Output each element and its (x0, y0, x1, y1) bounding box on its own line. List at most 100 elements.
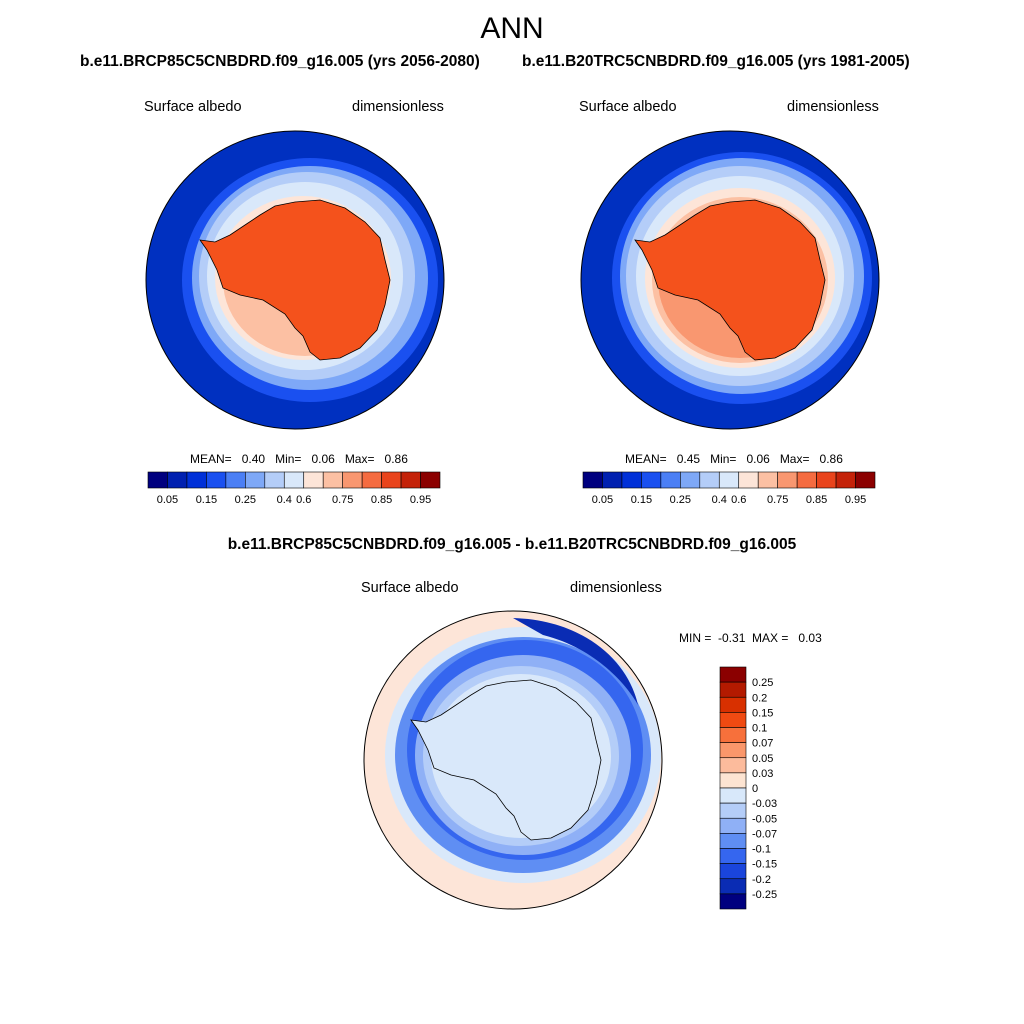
antarctica-shape-diff (410, 679, 602, 841)
colorbar-tick-label: 0.15 (196, 494, 217, 506)
mean-value: 0.45 (676, 452, 701, 466)
colorbar-swatch (719, 878, 747, 895)
colorbar-swatch (641, 471, 662, 489)
colorbar-tick-label: 0 (752, 783, 758, 795)
colorbar-swatch (342, 471, 363, 489)
colorbar-tick-label: 0.07 (752, 738, 773, 750)
panel-diff-map (363, 610, 663, 910)
colorbar-swatch (602, 471, 623, 489)
panel-diff-title: b.e11.BRCP85C5CNBDRD.f09_g16.005 - b.e11… (227, 536, 797, 553)
max-value: 0.03 (798, 631, 822, 645)
panel-left-title: b.e11.BRCP85C5CNBDRD.f09_g16.005 (yrs 20… (80, 53, 480, 70)
colorbar-tick-label: -0.03 (752, 798, 777, 810)
colorbar-swatch (719, 757, 747, 774)
colorbar-swatch (400, 471, 421, 489)
colorbar-swatch (719, 666, 747, 683)
max-label: MAX = (752, 631, 789, 645)
colorbar-swatch (757, 471, 778, 489)
colorbar-swatch (855, 471, 876, 489)
colorbar-tick-label: 0.05 (157, 494, 178, 506)
min-value: 0.06 (746, 452, 770, 466)
colorbar-left: 0.05 0.15 0.25 0.4 0.6 0.75 0.85 0.95 (147, 471, 441, 506)
colorbar-tick-label: 0.75 (332, 494, 353, 506)
panel-left-units: dimensionless (352, 99, 444, 115)
colorbar-swatch (361, 471, 382, 489)
panel-left-stats: MEAN= 0.40 Min= 0.06 Max= 0.86 (190, 452, 408, 466)
colorbar-swatch (719, 802, 747, 819)
mean-label: MEAN= (625, 452, 667, 466)
colorbar-swatch (719, 787, 747, 804)
colorbar-swatch (816, 471, 837, 489)
colorbar-tick-label: 0.4 (277, 494, 292, 506)
colorbar-swatch (381, 471, 402, 489)
panel-diff-variable: Surface albedo (361, 580, 459, 596)
panel-right-variable: Surface albedo (579, 99, 677, 115)
colorbar-tick-label: 0.25 (670, 494, 691, 506)
colorbar-swatch (303, 471, 324, 489)
colorbar-swatch (322, 471, 343, 489)
min-value: 0.06 (311, 452, 335, 466)
colorbar-swatch (796, 471, 817, 489)
colorbar-swatch (264, 471, 285, 489)
colorbar-swatch (186, 471, 207, 489)
colorbar-tick-label: 0.6 (731, 494, 746, 506)
colorbar-swatch (621, 471, 642, 489)
colorbar-tick-label: -0.05 (752, 813, 777, 825)
colorbar-swatch (719, 696, 747, 713)
max-value: 0.86 (384, 452, 408, 466)
colorbar-tick-label: 0.05 (752, 753, 773, 765)
colorbar-tick-label: -0.1 (752, 844, 771, 856)
colorbar-swatch (719, 848, 747, 864)
panel-right-stats: MEAN= 0.45 Min= 0.06 Max= 0.86 (625, 452, 843, 466)
panel-diff-units: dimensionless (570, 580, 662, 596)
colorbar-swatch (245, 471, 266, 489)
colorbar-swatch (719, 772, 747, 789)
colorbar-swatch (699, 471, 720, 489)
min-label: Min= (710, 452, 737, 466)
colorbar-swatch (718, 471, 740, 489)
colorbar-tick-label: 0.85 (806, 494, 827, 506)
colorbar-tick-label: 0.75 (767, 494, 788, 506)
colorbar-swatch (719, 727, 747, 743)
colorbar-tick-label: -0.25 (752, 889, 777, 901)
colorbar-tick-label: 0.05 (592, 494, 613, 506)
colorbar-tick-label: 0.85 (371, 494, 392, 506)
colorbar-tick-label: 0.4 (712, 494, 727, 506)
panel-right-map (580, 130, 880, 430)
panel-left-variable: Surface albedo (144, 99, 242, 115)
max-value: 0.86 (819, 452, 843, 466)
colorbar-swatch (283, 471, 305, 489)
colorbar-swatch (582, 471, 603, 489)
panel-diff-minmax: MIN = -0.31 MAX = 0.03 (679, 631, 822, 645)
colorbar-tick-label: 0.25 (752, 677, 773, 689)
panel-right-title: b.e11.B20TRC5CNBDRD.f09_g16.005 (yrs 198… (522, 53, 910, 70)
colorbar-tick-label: 0.1 (752, 723, 767, 735)
mean-value: 0.40 (241, 452, 266, 466)
colorbar-swatch (719, 681, 747, 698)
colorbar-tick-label: 0.95 (845, 494, 866, 506)
colorbar-tick-label: 0.15 (752, 707, 773, 719)
colorbar-swatch (738, 471, 759, 489)
colorbar-right: 0.05 0.15 0.25 0.4 0.6 0.75 0.85 0.95 (582, 471, 876, 506)
colorbar-swatch (206, 471, 227, 489)
panel-right-units: dimensionless (787, 99, 879, 115)
colorbar-tick-label: -0.07 (752, 828, 777, 840)
colorbar-swatch (147, 471, 168, 489)
mean-label: MEAN= (190, 452, 232, 466)
colorbar-tick-label: 0.15 (631, 494, 652, 506)
min-label: MIN = (679, 631, 712, 645)
colorbar-swatch (225, 471, 246, 489)
colorbar-swatch (420, 471, 441, 489)
colorbar-swatch (719, 833, 747, 849)
colorbar-diff: 0.25 0.2 0.15 0.1 0.07 0.05 0.03 0 -0.03 -0.05 -0.… (719, 666, 777, 910)
antarctica-shape-left (199, 199, 391, 361)
colorbar-swatch (719, 742, 747, 759)
panel-left-map (145, 130, 445, 430)
main-title: ANN (480, 12, 544, 45)
colorbar-tick-label: 0.2 (752, 692, 767, 704)
colorbar-tick-label: -0.15 (752, 859, 777, 871)
colorbar-tick-label: 0.25 (235, 494, 256, 506)
colorbar-swatch (777, 471, 798, 489)
colorbar-swatch (167, 471, 188, 489)
colorbar-swatch (835, 471, 856, 489)
